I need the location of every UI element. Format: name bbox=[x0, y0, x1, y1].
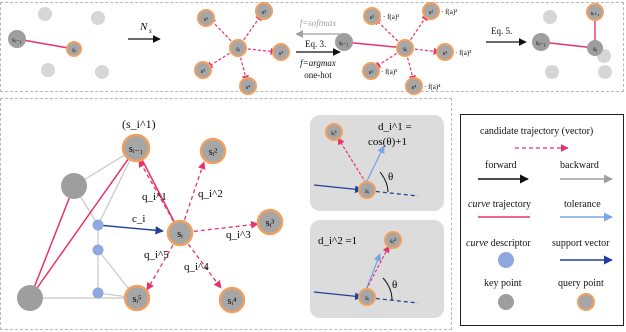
label-q5: q_i^5 bbox=[144, 249, 169, 261]
svg-text:sᵢ⁴: sᵢ⁴ bbox=[227, 296, 237, 307]
top-stage-3: sᵢ₋₁ sᵢ s¹ s² s³ s⁴ s⁵ · f(a)¹ · f(a)² ·… bbox=[335, 2, 471, 95]
svg-text:sᵢ: sᵢ bbox=[236, 45, 241, 53]
svg-text:s⁴: s⁴ bbox=[246, 85, 250, 91]
svg-text:sᵢ: sᵢ bbox=[365, 187, 370, 195]
legend-query-point-icon bbox=[577, 293, 595, 311]
main-panel-frame bbox=[0, 98, 452, 330]
label-eq5: Eq. 5. bbox=[491, 26, 512, 36]
label-s-i-1-paren: (s_i^1) bbox=[122, 117, 156, 131]
svg-text:sᵢ₋₁: sᵢ₋₁ bbox=[12, 36, 22, 44]
label-q4: q_i^4 bbox=[184, 261, 209, 273]
label-q3: q_i^3 bbox=[226, 229, 251, 241]
inset-2-formula: d_i^2 =1 bbox=[318, 235, 357, 247]
svg-text:· f(a)³: · f(a)³ bbox=[455, 49, 471, 57]
inset-1-formula-line1: d_i^1 = bbox=[378, 121, 412, 133]
svg-text:sᵢ₋₁: sᵢ₋₁ bbox=[129, 144, 143, 155]
svg-text:sᵢ: sᵢ bbox=[177, 229, 183, 240]
inset-2-theta: θ bbox=[392, 279, 397, 291]
svg-text:s²: s² bbox=[429, 10, 433, 16]
legend-forward-label: forward bbox=[485, 160, 517, 171]
legend-key-point-label: key point bbox=[484, 278, 522, 289]
svg-text:s⁵: s⁵ bbox=[369, 70, 373, 76]
svg-text:· f(a)⁵: · f(a)⁵ bbox=[381, 68, 398, 76]
inset-1: sᵢ¹ sᵢ bbox=[310, 115, 444, 211]
inset-1-theta: θ bbox=[388, 171, 393, 183]
svg-text:sᵢ₋₁: sᵢ₋₁ bbox=[536, 39, 546, 47]
svg-text:s³: s³ bbox=[279, 51, 283, 57]
legend-query-point-label: query point bbox=[558, 278, 604, 289]
label-q1: q_i^1 bbox=[142, 191, 167, 203]
label-onehot: one-hot bbox=[304, 70, 332, 80]
svg-text:sᵢ₋₁: sᵢ₋₁ bbox=[339, 39, 349, 47]
label-softmax: f=softmax bbox=[300, 18, 337, 28]
svg-text:s⁵: s⁵ bbox=[201, 69, 205, 75]
legend-support-label: support vector bbox=[552, 238, 610, 249]
svg-text:s¹: s¹ bbox=[370, 15, 374, 21]
label-ns-sub: s bbox=[149, 27, 152, 35]
main-graph: sᵢ₋₁ sᵢ sᵢ² sᵢ³ sᵢ⁴ sᵢ⁵ bbox=[17, 133, 284, 314]
top-panel-frame bbox=[0, 2, 624, 92]
svg-text:sᵢ⁵: sᵢ⁵ bbox=[132, 294, 141, 305]
legend-backward-label: backward bbox=[560, 160, 599, 171]
legend-tolerance-label: tolerance bbox=[564, 199, 601, 210]
svg-text:sᵢ₊₁: sᵢ₊₁ bbox=[591, 11, 600, 17]
svg-text:s¹: s¹ bbox=[204, 17, 208, 23]
legend-icons bbox=[478, 144, 613, 311]
legend-candidate-label: candidate trajectory (vector) bbox=[480, 126, 594, 137]
top-stage-2: sᵢ s¹ s² s³ s⁴ s⁵ bbox=[194, 2, 290, 95]
top-stage-1: sᵢ₋₁ sᵢ bbox=[8, 7, 109, 79]
svg-text:sᵢ: sᵢ bbox=[72, 46, 77, 54]
svg-text:sᵢ¹: sᵢ¹ bbox=[331, 129, 337, 137]
inset-2: sᵢ² sᵢ bbox=[310, 220, 444, 318]
label-c-i: c_i bbox=[132, 213, 145, 225]
inset-1-formula-line2: cos(θ)+1 bbox=[368, 136, 407, 148]
label-argmax: f=argmax bbox=[300, 58, 336, 68]
svg-text:· f(a)¹: · f(a)¹ bbox=[383, 13, 399, 21]
label-q2: q_i^2 bbox=[198, 188, 223, 200]
label-eq3: Eq. 3. bbox=[305, 39, 326, 49]
legend-descriptor-label: curve descriptor bbox=[466, 238, 531, 249]
top-stage-4: sᵢ₋₁ sᵢ sᵢ₊₁ bbox=[532, 3, 612, 79]
svg-text:s⁴: s⁴ bbox=[412, 85, 416, 91]
top-s-i-point bbox=[66, 41, 82, 57]
svg-text:sᵢ³: sᵢ³ bbox=[266, 218, 275, 229]
svg-text:s³: s³ bbox=[443, 51, 447, 57]
top-s-prev-point bbox=[8, 30, 26, 48]
svg-text:· f(a)⁴: · f(a)⁴ bbox=[424, 83, 441, 91]
svg-text:s²: s² bbox=[262, 10, 266, 16]
svg-text:sᵢ²: sᵢ² bbox=[390, 237, 396, 245]
legend bbox=[460, 114, 624, 326]
svg-text:sᵢ: sᵢ bbox=[365, 294, 370, 302]
svg-text:sᵢ²: sᵢ² bbox=[209, 147, 218, 158]
legend-trajectory-label: curve trajectory bbox=[468, 199, 532, 210]
legend-key-point-icon bbox=[498, 294, 514, 310]
svg-text:sᵢ: sᵢ bbox=[403, 45, 408, 53]
svg-text:sᵢ: sᵢ bbox=[593, 45, 598, 53]
label-ns: N bbox=[139, 21, 148, 33]
legend-descriptor-icon bbox=[498, 252, 514, 268]
svg-text:· f(a)²: · f(a)² bbox=[441, 8, 457, 16]
